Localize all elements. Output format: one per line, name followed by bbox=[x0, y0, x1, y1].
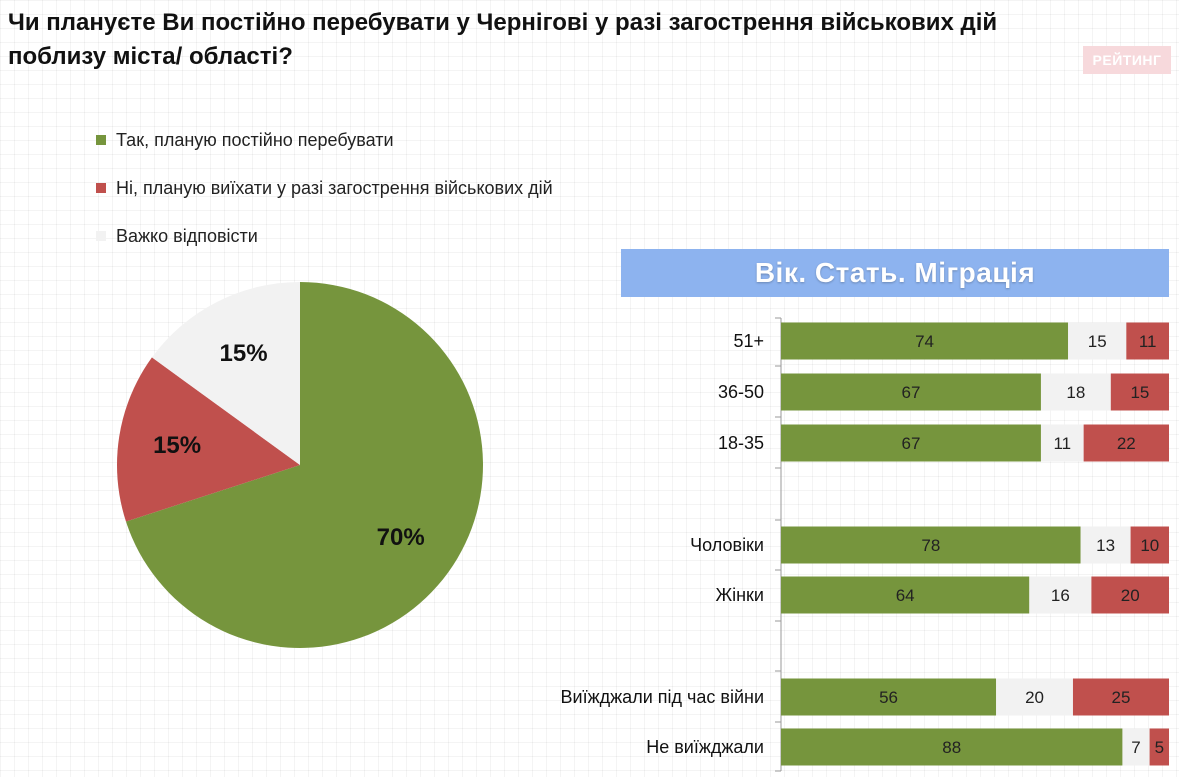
bar-value-label: 22 bbox=[1117, 434, 1136, 453]
bar-value-label: 88 bbox=[942, 738, 961, 757]
bar-value-label: 64 bbox=[896, 586, 915, 605]
bar-value-label: 25 bbox=[1112, 688, 1131, 707]
bar-segment-hard bbox=[1040, 424, 1084, 462]
bar-segment-yes bbox=[781, 526, 1081, 564]
legend-item-no: Ні, планую виїхати у разі загострення ві… bbox=[96, 164, 553, 212]
bar-segment-no bbox=[1149, 728, 1169, 766]
bar-value-label: 15 bbox=[1130, 383, 1149, 402]
bar-segment-no bbox=[1072, 678, 1169, 716]
category-label: 18-35 bbox=[718, 433, 764, 453]
bar-value-label: 7 bbox=[1131, 738, 1140, 757]
bar-segment-hard bbox=[1122, 728, 1150, 766]
bar-value-label: 56 bbox=[879, 688, 898, 707]
category-label: 36-50 bbox=[718, 382, 764, 402]
bar-value-label: 15 bbox=[1088, 332, 1107, 351]
bar-value-label: 5 bbox=[1155, 738, 1164, 757]
bar-value-label: 11 bbox=[1053, 434, 1071, 453]
pie-label-no: 15% bbox=[153, 431, 202, 459]
pie-slice-hard bbox=[151, 282, 300, 465]
category-label: 51+ bbox=[733, 331, 764, 351]
bar-value-label: 78 bbox=[921, 536, 940, 555]
bar-value-label: 74 bbox=[915, 332, 934, 351]
legend-swatch-hard bbox=[96, 231, 106, 241]
legend: Так, планую постійно перебувати Ні, план… bbox=[96, 116, 553, 260]
category-label: Жінки bbox=[716, 585, 765, 605]
bar-value-label: 67 bbox=[902, 383, 921, 402]
category-label: Не виїжджали bbox=[646, 737, 764, 757]
pie-label-hard: 15% bbox=[219, 340, 268, 368]
chart-title: Чи плануєте Ви постійно перебувати у Чер… bbox=[8, 9, 998, 70]
bar-segment-no bbox=[1130, 526, 1169, 564]
bar-value-label: 20 bbox=[1121, 586, 1140, 605]
bar-segment-no bbox=[1091, 576, 1169, 614]
bar-value-label: 16 bbox=[1051, 586, 1070, 605]
legend-label-no: Ні, планую виїхати у разі загострення ві… bbox=[116, 177, 553, 198]
panel-header: Вік. Стать. Міграція bbox=[621, 249, 1169, 297]
legend-item-hard: Важко відповісти bbox=[96, 212, 553, 260]
bar-segment-hard bbox=[1040, 373, 1111, 411]
category-label: Чоловіки bbox=[690, 535, 764, 555]
bar-segment-yes bbox=[781, 424, 1041, 462]
bar-segment-yes bbox=[781, 576, 1030, 614]
bar-segment-no bbox=[1083, 424, 1169, 462]
category-label: Виїжджали під час війни bbox=[561, 687, 764, 707]
brand-logo: РЕЙТИНГ bbox=[1083, 46, 1171, 74]
pie-label-yes: 70% bbox=[376, 524, 425, 552]
legend-swatch-no bbox=[96, 183, 106, 193]
bar-segment-yes bbox=[781, 373, 1041, 411]
pie-slice-yes bbox=[125, 282, 483, 648]
bar-segment-hard bbox=[1068, 322, 1127, 360]
bar-segment-yes bbox=[781, 678, 997, 716]
bar-segment-hard bbox=[1029, 576, 1092, 614]
pie-chart-svg bbox=[117, 282, 483, 648]
bar-value-label: 20 bbox=[1025, 688, 1044, 707]
bar-segment-no bbox=[1126, 322, 1169, 360]
bar-segment-yes bbox=[781, 728, 1123, 766]
legend-label-yes: Так, планую постійно перебувати bbox=[116, 129, 394, 150]
pie-slice-no bbox=[117, 357, 300, 522]
bar-value-label: 67 bbox=[902, 434, 921, 453]
bar-segment-hard bbox=[996, 678, 1073, 716]
bar-value-label: 11 bbox=[1139, 332, 1157, 351]
bar-segment-hard bbox=[1080, 526, 1131, 564]
bar-value-label: 10 bbox=[1140, 536, 1159, 555]
legend-label-hard: Важко відповісти bbox=[116, 225, 258, 246]
bar-segment-no bbox=[1110, 373, 1169, 411]
legend-swatch-yes bbox=[96, 135, 106, 145]
bar-segment-yes bbox=[781, 322, 1069, 360]
bar-value-label: 13 bbox=[1096, 536, 1115, 555]
bar-value-label: 18 bbox=[1066, 383, 1085, 402]
legend-item-yes: Так, планую постійно перебувати bbox=[96, 116, 553, 164]
pie-chart: 70% 15% 15% bbox=[110, 275, 490, 655]
